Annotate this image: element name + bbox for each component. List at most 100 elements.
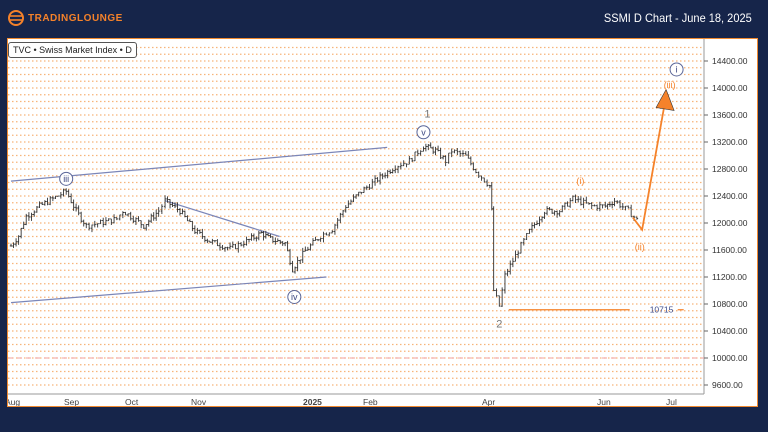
ohlc-bar: [394, 165, 397, 174]
ohlc-bar: [173, 202, 177, 208]
y-tick-label: 10800.00: [712, 299, 748, 309]
ohlc-bar: [506, 268, 509, 277]
ohlc-bar: [69, 193, 73, 204]
ohlc-bar: [183, 210, 187, 218]
ohlc-bar: [514, 250, 517, 262]
ohlc-bar: [383, 172, 387, 179]
ohlc-bar: [250, 233, 253, 241]
ohlc-bar: [252, 233, 256, 241]
x-tick-label: Feb: [363, 397, 378, 407]
ohlc-bar: [298, 259, 302, 264]
ohlc-bar: [422, 146, 425, 152]
ohlc-bar: [147, 219, 150, 227]
ohlc-bar: [234, 243, 237, 250]
ohlc-bar: [160, 204, 164, 214]
ohlc-bar: [598, 201, 602, 212]
ohlc-bar: [408, 156, 411, 165]
y-tick-label: 13600.00: [712, 110, 748, 120]
ohlc-bar: [12, 242, 15, 249]
ohlc-bar: [391, 168, 394, 174]
ohlc-bar: [467, 151, 470, 159]
wave-label-circle: [59, 171, 74, 186]
ohlc-bar: [41, 201, 44, 205]
ohlc-bar: [72, 199, 75, 211]
ohlc-bar: [635, 216, 639, 220]
x-tick-label: Apr: [482, 397, 495, 407]
ohlc-bar: [431, 146, 435, 155]
ohlc-bar: [264, 230, 268, 239]
ohlc-bar: [595, 204, 599, 211]
ohlc-bar: [74, 203, 78, 212]
ohlc-bar: [142, 224, 145, 229]
ohlc-bar: [331, 230, 334, 234]
ohlc-bar: [104, 217, 108, 226]
logo-icon: [8, 10, 24, 26]
ohlc-bar: [22, 221, 25, 229]
ohlc-bar: [399, 162, 403, 170]
ohlc-bar: [281, 241, 284, 246]
ohlc-bar: [191, 220, 194, 232]
ohlc-bar: [196, 227, 199, 235]
price-chart[interactable]: 14400.00 14000.00 13600.00 13200.00 12800.00…: [8, 39, 758, 407]
ohlc-bar: [458, 150, 462, 157]
ohlc-bar: [349, 199, 353, 205]
y-tick-label: 10000.00: [712, 353, 748, 363]
arrow-up-icon: [655, 88, 675, 111]
ohlc-bar: [439, 147, 442, 160]
ohlc-bar: [388, 169, 392, 175]
ohlc-bar: [314, 236, 317, 241]
ohlc-bar: [373, 175, 377, 186]
ohlc-bar: [396, 165, 400, 174]
x-tick-label: Aug: [8, 397, 20, 407]
ohlc-bar: [203, 236, 207, 243]
ohlc-bar: [566, 201, 569, 207]
ohlc-bar: [35, 205, 39, 213]
ohlc-bar: [25, 213, 28, 226]
ohlc-bar: [419, 150, 422, 156]
ohlc-bar: [30, 212, 33, 221]
ohlc-bar: [132, 215, 135, 224]
x-tick-label: 2025: [303, 397, 322, 407]
ohlc-bar: [266, 232, 270, 236]
ohlc-bar: [51, 196, 55, 202]
y-tick-label: 11600.00: [712, 245, 747, 255]
ohlc-bar: [286, 240, 289, 252]
ohlc-bar: [166, 196, 169, 203]
ohlc-bar: [500, 287, 504, 307]
ohlc-bar: [606, 203, 609, 210]
ohlc-bar: [571, 195, 575, 202]
ohlc-bar: [211, 238, 214, 245]
ohlc-bar: [538, 216, 541, 227]
ohlc-bar: [59, 192, 63, 199]
ohlc-bar: [107, 218, 110, 222]
ohlc-bar: [474, 168, 478, 174]
ohlc-bar: [201, 228, 204, 239]
ohlc-bar: [27, 212, 31, 221]
ohlc-bar: [139, 220, 143, 229]
ohlc-bar: [540, 216, 544, 223]
ohlc-bar: [221, 245, 224, 250]
ohlc-bar: [46, 197, 49, 206]
ohlc-bar: [429, 142, 432, 149]
ohlc-bar: [145, 223, 148, 231]
chart-frame: 14400.00 14000.00 13600.00 13200.00 12800.00…: [7, 38, 758, 407]
y-tick-label: 12000.00: [712, 218, 748, 228]
symbol-legend[interactable]: TVC • Swiss Market Index • D: [8, 42, 137, 58]
ohlc-bar: [293, 266, 297, 274]
ohlc-bar: [176, 202, 179, 213]
ohlc-bar: [309, 243, 312, 251]
ohlc-bar: [325, 232, 328, 236]
ohlc-bar: [611, 201, 614, 209]
ohlc-bar: [14, 238, 18, 247]
ohlc-bar: [362, 186, 366, 194]
ohlc-bar: [99, 219, 102, 225]
ohlc-bar: [453, 149, 456, 154]
ohlc-bar: [503, 271, 507, 294]
ohlc-bar: [137, 216, 140, 222]
ohlc-bar: [495, 288, 498, 297]
ohlc-bar: [247, 238, 251, 243]
support-level-label: 10715: [650, 305, 674, 315]
x-tick-label: Sep: [64, 397, 79, 407]
ohlc-bar: [85, 222, 88, 229]
wave-label: iii: [63, 174, 69, 184]
